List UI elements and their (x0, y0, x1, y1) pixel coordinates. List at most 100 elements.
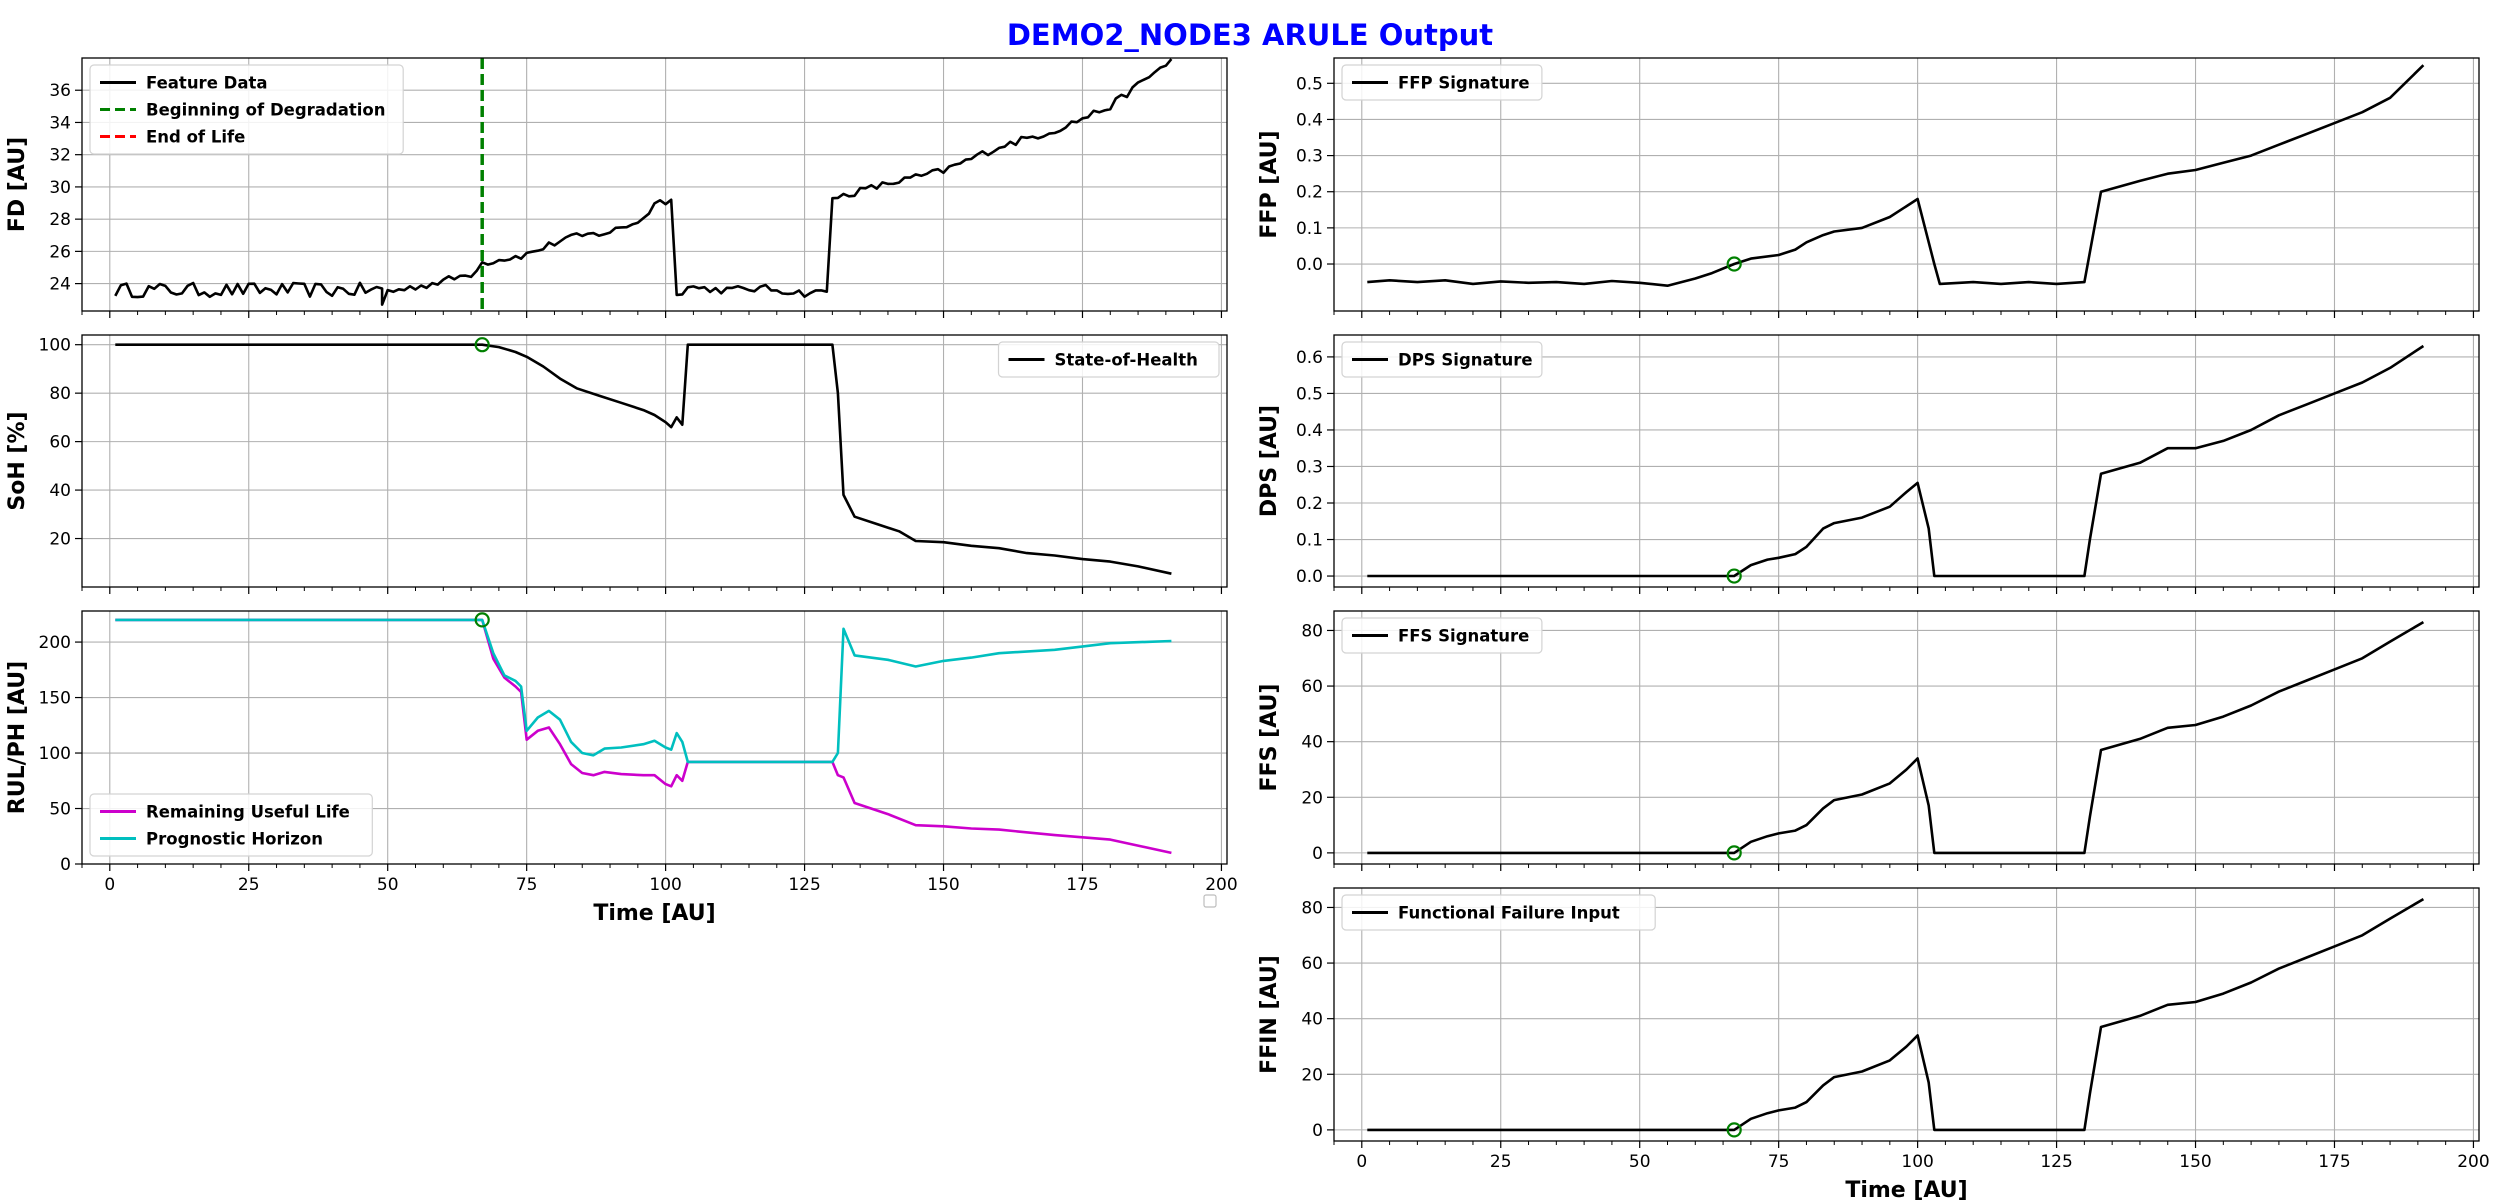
legend-label-state-of-health: State-of-Health (1055, 351, 1198, 370)
legend-label-functional-failure-input: Functional Failure Input (1398, 904, 1620, 923)
tick-label-x: 0 (104, 875, 115, 895)
tick-label-x: 100 (649, 875, 681, 895)
legend-label-ffp-signature: FFP Signature (1398, 74, 1530, 93)
axis-label-x: Time [AU] (1845, 1178, 1967, 1200)
axis-label-y: FFS [AU] (1257, 684, 1282, 792)
tick-label-x: 175 (1066, 875, 1098, 895)
tick-label-x: 200 (1205, 875, 1237, 895)
tick-label-y: 100 (39, 744, 71, 764)
plot-area (115, 618, 1172, 855)
degradation-start-marker (474, 337, 490, 353)
tick-label-y: 0.6 (1296, 348, 1323, 368)
plot-area (1367, 344, 2425, 578)
panel-ffs: 0 20 40 60 80 FFS [AU] FFS Signature (1257, 610, 2480, 871)
tick-label-y: 0.1 (1296, 531, 1323, 551)
tick-label-x: 175 (2318, 1152, 2350, 1172)
series-line-prognostic-horizon (115, 618, 1172, 764)
plot-area (1367, 897, 2425, 1132)
degradation-start-marker (1726, 256, 1742, 272)
tick-label-x: 150 (927, 875, 959, 895)
tick-label-y: 26 (49, 242, 71, 262)
tick-label-y: 150 (39, 689, 71, 709)
tick-label-y: 0 (60, 855, 71, 875)
plot-area (114, 58, 1173, 311)
legend: DPS Signature (1341, 341, 1543, 378)
tick-label-x: 0 (1356, 1152, 1367, 1172)
tick-label-y: 28 (49, 210, 71, 230)
tick-label-y: 0.3 (1296, 147, 1323, 167)
legend-label-remaining-useful-life: Remaining Useful Life (146, 803, 350, 822)
legend: Remaining Useful Life Prognostic Horizon (89, 793, 373, 857)
tick-label-y: 0.1 (1296, 219, 1323, 239)
panel-fd: 24 26 28 30 32 34 36 FD [AU] Feature Data Beginni… (5, 57, 1228, 318)
axis-label-y: FFP [AU] (1257, 130, 1282, 238)
tick-label-y: 0.4 (1296, 110, 1323, 130)
panel-rul: 0 25 50 75 100 125 150 175 200 0 50 100 150 200 RUL/PH… (5, 610, 1238, 926)
series-line-feature-data (114, 58, 1173, 306)
tick-label-y: 80 (1301, 621, 1323, 641)
series-line-ffs-signature (1367, 620, 2425, 855)
legend-box (89, 793, 373, 857)
degradation-start-marker (1726, 845, 1742, 861)
tick-label-y: 60 (49, 433, 71, 453)
axes-frame (81, 57, 1228, 312)
legend-label-dps-signature: DPS Signature (1398, 351, 1533, 370)
tick-label-y: 0.2 (1296, 183, 1323, 203)
legend: Feature Data Beginning of Degradation End … (89, 64, 404, 155)
legend-box (1341, 617, 1543, 654)
tick-label-y: 0.4 (1296, 421, 1323, 441)
tick-label-x: 50 (1629, 1152, 1651, 1172)
axes-frame (1333, 334, 2480, 588)
tick-label-y: 20 (1301, 788, 1323, 808)
tick-label-x: 100 (1901, 1152, 1933, 1172)
tick-label-x: 125 (2040, 1152, 2072, 1172)
tick-label-y: 40 (1301, 733, 1323, 753)
tick-label-x: 200 (2457, 1152, 2489, 1172)
legend-box (1341, 341, 1543, 378)
tick-label-y: 0.3 (1296, 457, 1323, 477)
degradation-start-marker (474, 612, 490, 628)
tick-label-y: 40 (1301, 1010, 1323, 1030)
tick-label-y: 80 (1301, 898, 1323, 918)
figure-title: DEMO2_NODE3 ARULE Output (1007, 18, 1493, 52)
tick-label-x: 25 (1490, 1152, 1512, 1172)
degradation-start-marker (1726, 568, 1742, 584)
series-line-functional-failure-input (1367, 897, 2425, 1132)
empty-legend-box (1203, 894, 1217, 908)
tick-label-x: 50 (377, 875, 399, 895)
tick-label-y: 40 (49, 481, 71, 501)
legend-label-ffs-signature: FFS Signature (1398, 627, 1529, 646)
axes-frame (1333, 610, 2480, 865)
legend-box (1341, 894, 1656, 931)
tick-label-y: 0.5 (1296, 74, 1323, 94)
tick-label-y: 36 (49, 81, 71, 101)
tick-label-x: 75 (516, 875, 538, 895)
tick-label-y: 24 (49, 275, 71, 295)
tick-label-y: 32 (49, 146, 71, 166)
tick-label-y: 30 (49, 178, 71, 198)
axes-frame (81, 610, 1228, 865)
plot-area (1367, 620, 2425, 855)
tick-label-y: 80 (49, 384, 71, 404)
axis-label-y: SoH [%] (5, 411, 30, 510)
tick-label-y: 0.0 (1296, 567, 1323, 587)
tick-label-y: 0.2 (1296, 494, 1323, 514)
degradation-start-marker (1726, 1122, 1742, 1138)
tick-label-y: 60 (1301, 677, 1323, 697)
legend-label-end-of-life: End of Life (146, 128, 245, 147)
axis-label-y: FD [AU] (5, 137, 30, 232)
legend-box (1341, 64, 1543, 101)
plot-area (115, 343, 1172, 575)
panel-ffin: 0 25 50 75 100 125 150 175 200 0 20 40 60 80 FFIN [AU]… (1257, 887, 2490, 1200)
legend-label-feature-data: Feature Data (146, 74, 268, 93)
tick-label-x: 125 (788, 875, 820, 895)
legend-box (997, 341, 1220, 378)
tick-label-y: 60 (1301, 954, 1323, 974)
legend-label-beginning-of-degradation: Beginning of Degradation (146, 101, 385, 120)
legend: State-of-Health (997, 341, 1220, 378)
tick-label-y: 100 (39, 336, 71, 356)
tick-label-y: 0 (1312, 844, 1323, 864)
tick-label-y: 0 (1312, 1121, 1323, 1141)
axes-frame (1333, 57, 2480, 312)
